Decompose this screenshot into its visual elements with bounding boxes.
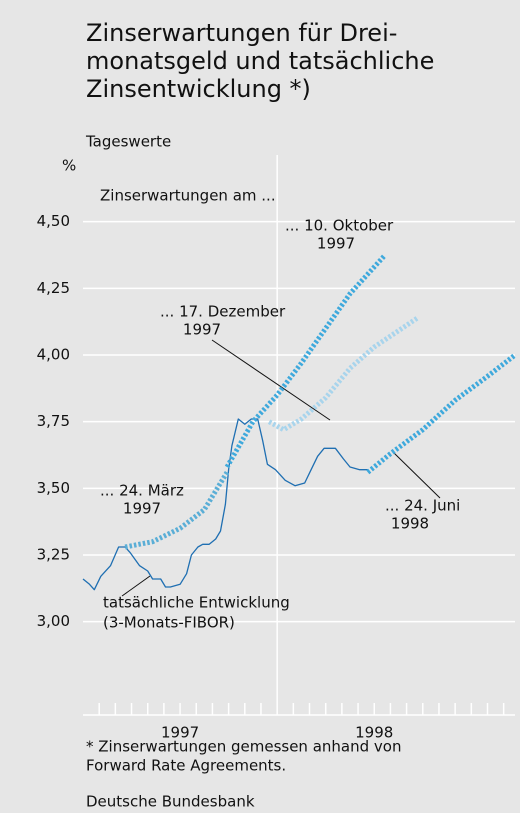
leader-line [121,575,151,597]
series-label: (3-Monats-FIBOR) [103,614,235,632]
y-tick-label: 3,00 [37,612,70,630]
chart-title: monatsgeld und tatsächliche [86,47,434,75]
series-label: ... 10. Oktober [285,217,394,235]
y-tick-label: 3,25 [37,546,70,564]
series-label: ... 17. Dezember [160,303,286,321]
actual-line [82,418,368,591]
series-label: 1997 [123,500,161,518]
y-tick-label: 4,50 [37,212,70,230]
series-label: ... 24. Juni [385,497,460,515]
y-tick-label: 3,75 [37,412,70,430]
series-label: 1998 [391,515,429,533]
leader-line [393,452,441,499]
y-tick-label: 4,25 [37,279,70,297]
x-tick-label: 1998 [355,724,393,742]
chart-title: Zinserwartungen für Drei- [86,19,397,47]
expectation-line [267,315,420,433]
series-label: tatsächliche Entwicklung [103,594,290,612]
source: Deutsche Bundesbank [86,793,255,811]
leader-lines [121,339,441,597]
subtitle: Tageswerte [85,133,171,151]
expectation-line [366,353,517,475]
y-tick-label: 4,00 [37,346,70,364]
chart-title: Zinsentwicklung *) [86,75,311,103]
expectation-line [124,471,230,550]
series-label: 1997 [183,321,221,339]
footnote: Forward Rate Agreements. [86,757,286,775]
series-label: ... 24. März [100,482,184,500]
y-axis-label: % [62,157,76,175]
expectation-line [224,254,386,469]
y-tick-label: 3,50 [37,479,70,497]
leader-line [211,339,331,421]
footnote: * Zinserwartungen gemessen anhand von [86,738,401,756]
series-label: 1997 [317,235,355,253]
annotation: Zinserwartungen am ... [100,187,276,205]
x-tick-label: 1997 [161,724,199,742]
